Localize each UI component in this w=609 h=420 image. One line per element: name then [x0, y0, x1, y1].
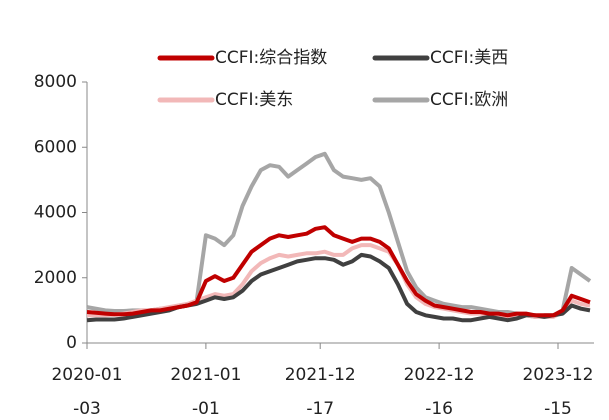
y-tick-label: 6000: [34, 137, 77, 157]
x-tick-label: 2022-12-16: [403, 365, 475, 419]
x-tick-label: 2021-01-01: [170, 365, 242, 419]
legend-label: CCFI:综合指数: [215, 48, 327, 68]
series-line: [87, 243, 591, 319]
y-tick-label: 4000: [34, 203, 77, 223]
x-tick-label: 2023-12-15: [522, 365, 594, 419]
y-tick-label: 8000: [34, 72, 77, 92]
x-tick-label: 2020-01-03: [51, 365, 123, 419]
y-tick-label: 2000: [34, 268, 77, 288]
legend-label: CCFI:美西: [430, 48, 508, 68]
series-line: [86, 225, 591, 318]
legend-label: CCFI:欧洲: [430, 90, 508, 110]
legend-label: CCFI:美东: [215, 90, 293, 110]
y-tick-label: 0: [66, 333, 77, 353]
x-tick-label: 2021-12-17: [284, 365, 356, 419]
